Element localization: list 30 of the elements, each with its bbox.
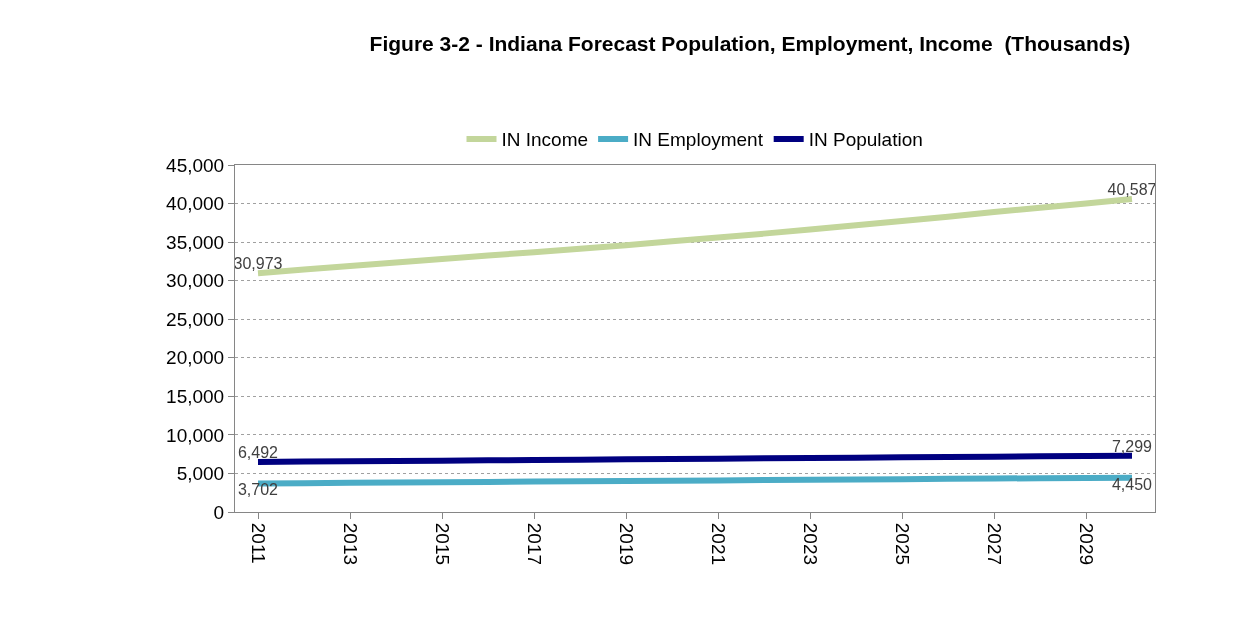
legend-label: IN Income [501, 129, 589, 151]
x-tick-label: 2015 [431, 522, 453, 566]
data-label: 30,973 [233, 255, 283, 273]
x-tick-label: 2029 [1075, 522, 1097, 566]
legend-label: IN Employment [633, 129, 764, 151]
y-tick-label: 20,000 [166, 347, 225, 369]
y-tick-label: 45,000 [166, 154, 225, 176]
y-tick-label: 0 [213, 501, 225, 523]
data-label: 4,450 [1111, 475, 1153, 493]
x-tick-label: 2013 [339, 522, 361, 566]
x-tick-label: 2027 [983, 522, 1005, 566]
data-label: 6,492 [237, 443, 279, 461]
y-tick-label: 5,000 [176, 463, 225, 485]
x-tick-label: 2019 [615, 522, 637, 566]
y-tick-label: 10,000 [166, 424, 225, 446]
data-label: 3,702 [237, 481, 279, 499]
y-tick-label: 40,000 [166, 193, 225, 215]
data-label: 7,299 [1111, 437, 1153, 455]
y-tick-label: 30,000 [166, 270, 225, 292]
y-tick-label: 25,000 [166, 308, 225, 330]
y-tick-label: 15,000 [166, 385, 225, 407]
x-tick-label: 2011 [247, 522, 269, 564]
x-tick-label: 2017 [523, 522, 545, 566]
legend-label: IN Population [808, 129, 923, 151]
data-label: 40,587 [1107, 181, 1157, 199]
y-tick-label: 35,000 [166, 231, 225, 253]
x-tick-label: 2025 [891, 522, 913, 566]
x-tick-label: 2021 [707, 522, 729, 566]
chart-title: Figure 3-2 - Indiana Forecast Population, Employment, Income (Thousands) [369, 31, 1131, 55]
x-tick-label: 2023 [799, 522, 821, 566]
